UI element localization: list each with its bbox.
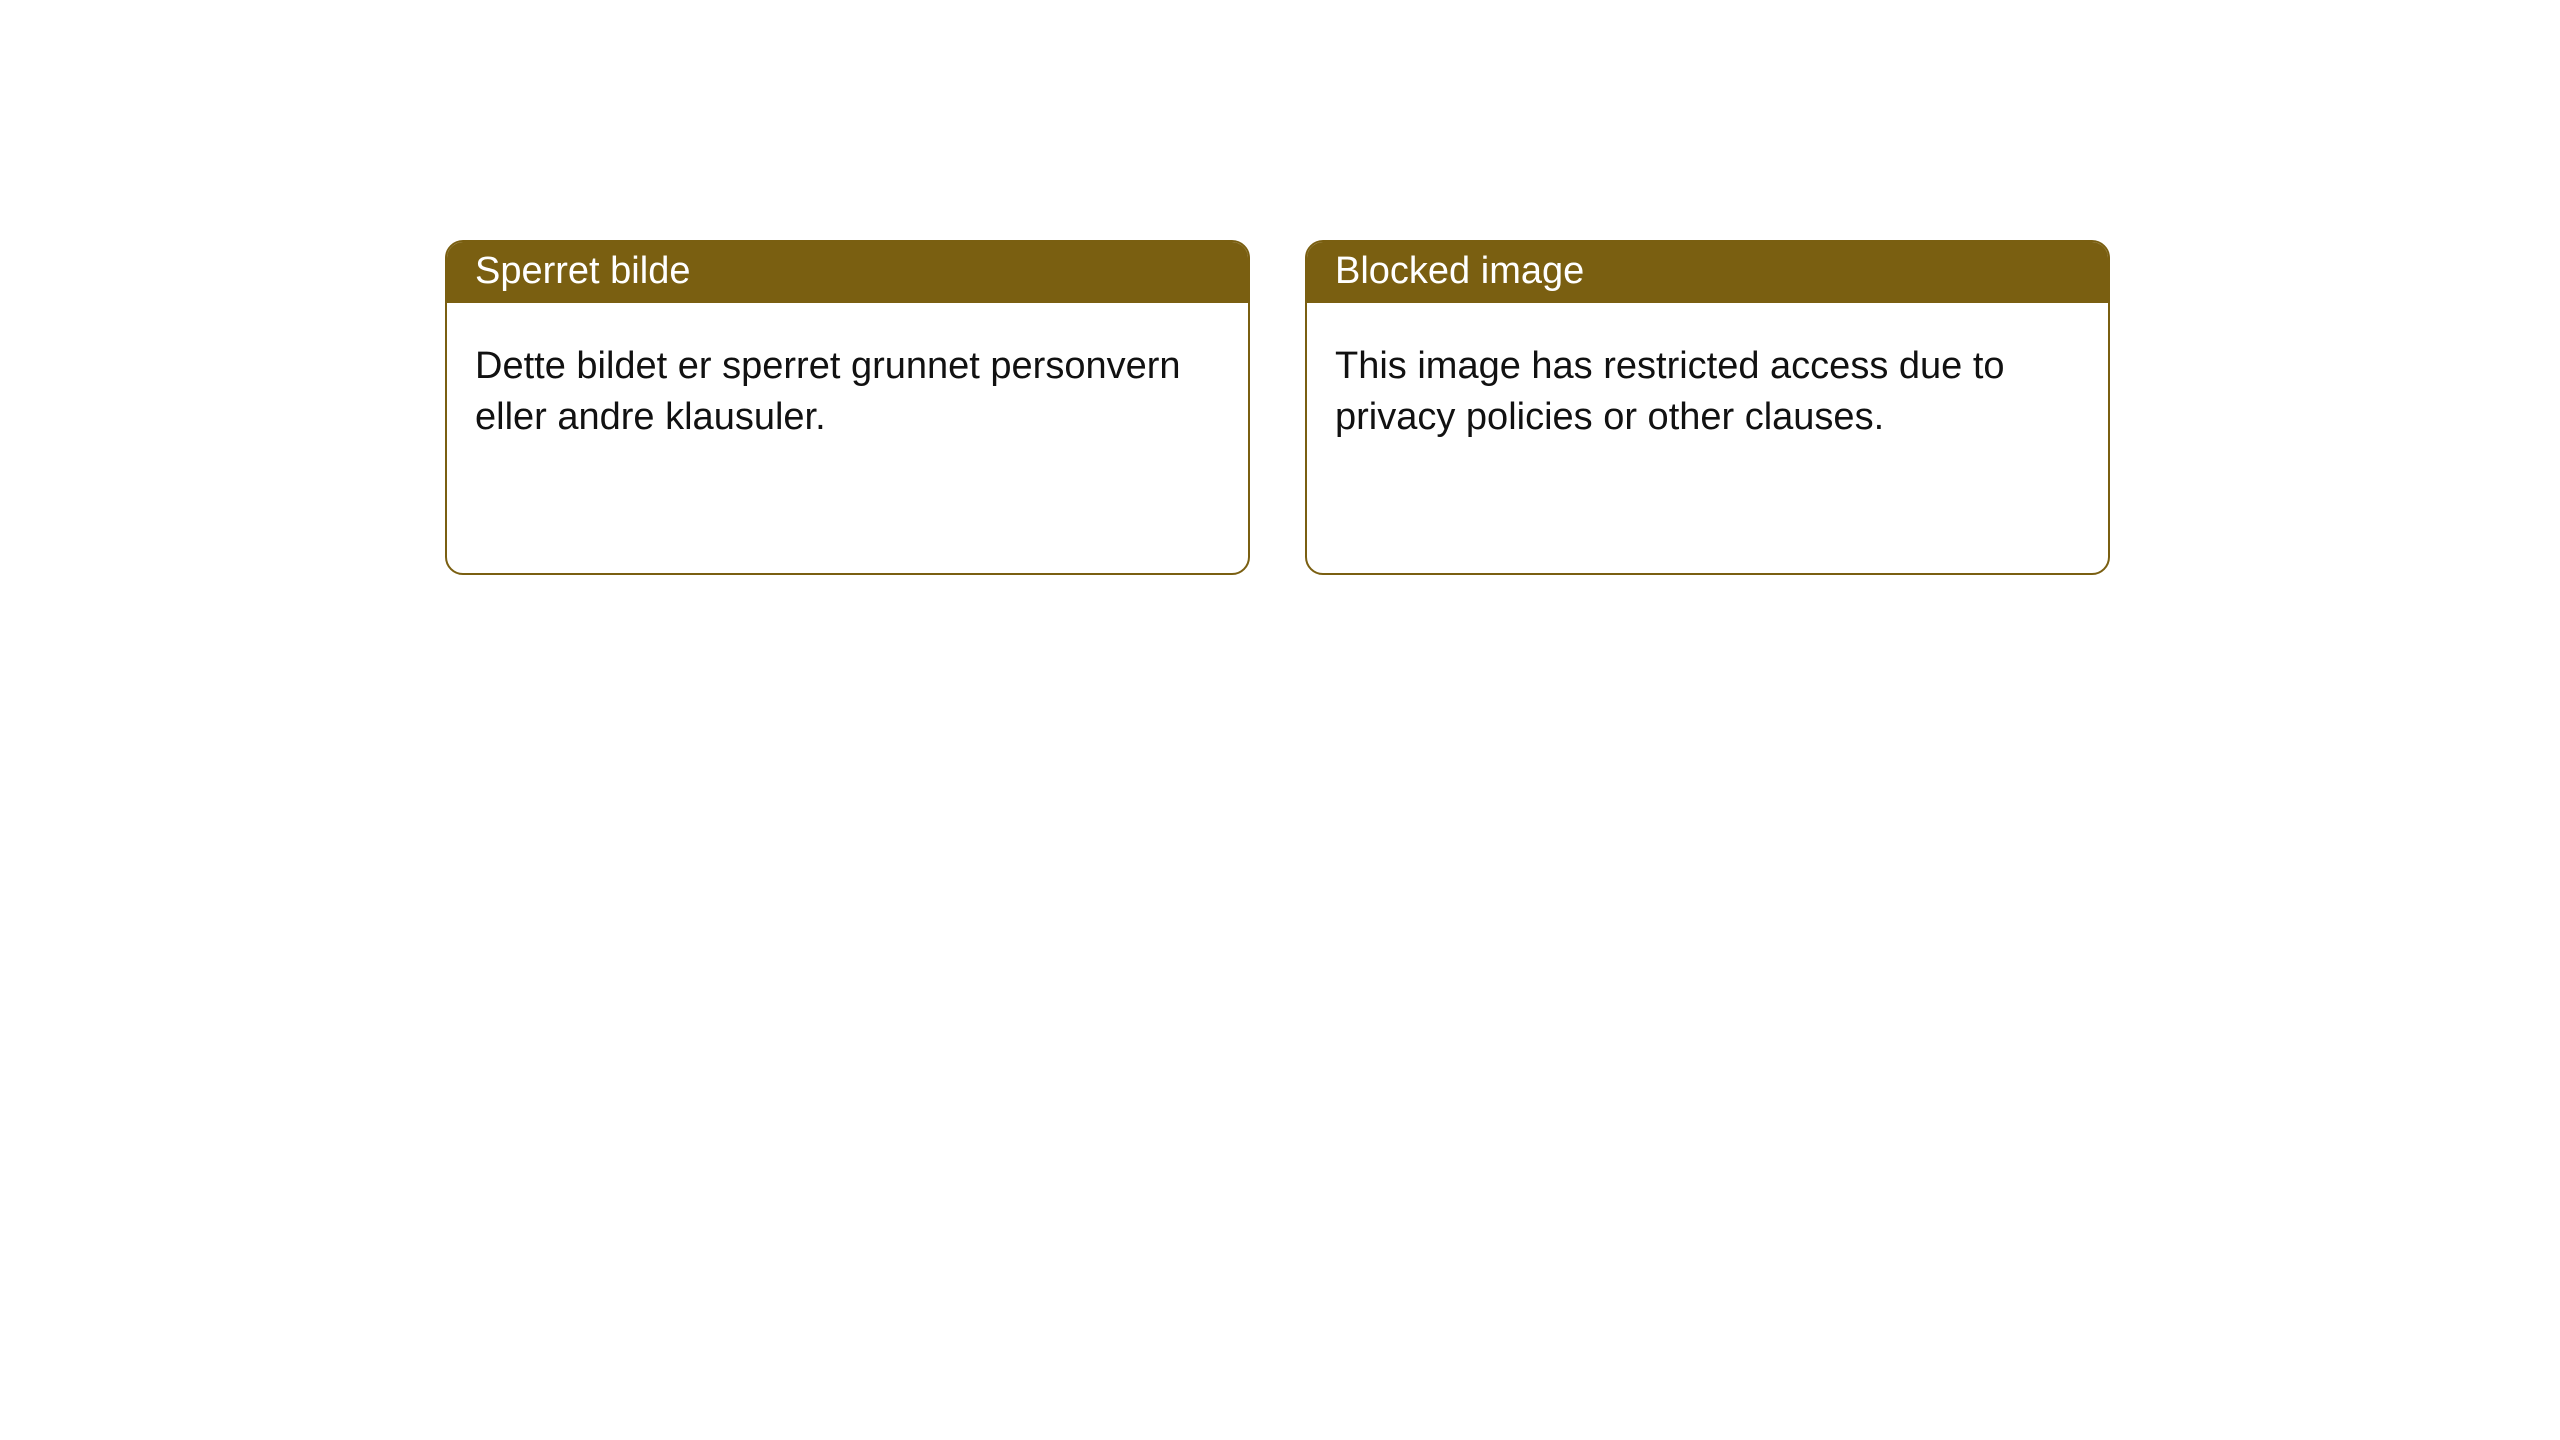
blocked-image-card-en: Blocked image This image has restricted … — [1305, 240, 2110, 575]
card-body-no: Dette bildet er sperret grunnet personve… — [447, 303, 1248, 482]
card-header-no: Sperret bilde — [447, 242, 1248, 303]
notice-container: Sperret bilde Dette bildet er sperret gr… — [0, 0, 2560, 575]
blocked-image-card-no: Sperret bilde Dette bildet er sperret gr… — [445, 240, 1250, 575]
card-body-en: This image has restricted access due to … — [1307, 303, 2108, 482]
card-header-en: Blocked image — [1307, 242, 2108, 303]
